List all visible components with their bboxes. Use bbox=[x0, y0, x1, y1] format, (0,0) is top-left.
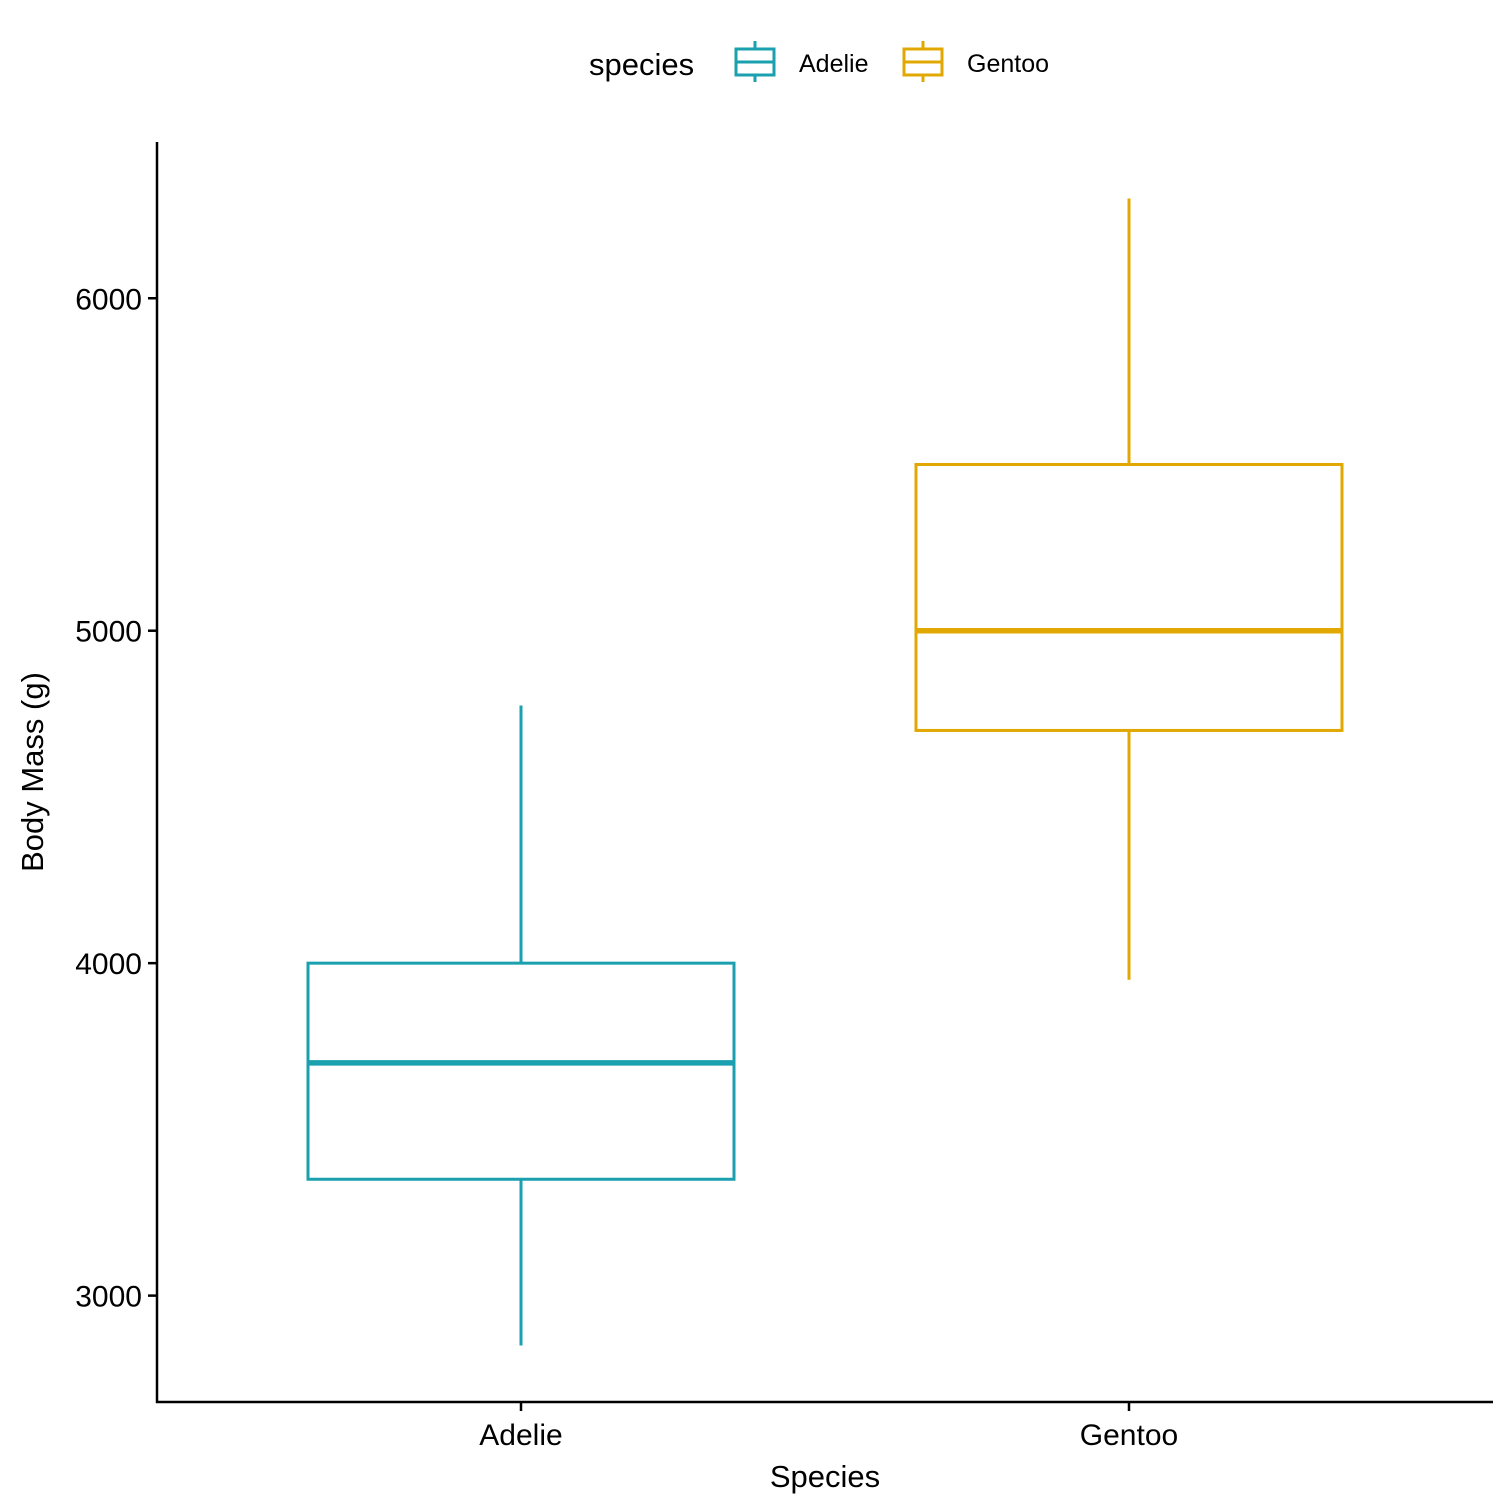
legend-label: Gentoo bbox=[967, 50, 1049, 78]
interquartile-box bbox=[306, 961, 736, 1181]
box-adelie bbox=[306, 705, 736, 1346]
y-tick-label: 6000 bbox=[75, 283, 142, 316]
x-axis-title: Species bbox=[770, 1459, 880, 1494]
box-gentoo bbox=[914, 198, 1344, 980]
interquartile-box bbox=[914, 462, 1344, 732]
legend-item-adelie: Adelie bbox=[734, 41, 869, 82]
y-tick-label: 4000 bbox=[75, 948, 142, 981]
legend-item-gentoo: Gentoo bbox=[902, 41, 1049, 82]
legend: species Adelie Gentoo bbox=[589, 41, 1049, 82]
legend-label: Adelie bbox=[799, 50, 869, 78]
x-tick-label-adelie: Adelie bbox=[479, 1419, 562, 1452]
x-tick-label-gentoo: Gentoo bbox=[1080, 1419, 1178, 1452]
y-tick-label: 5000 bbox=[75, 616, 142, 649]
plot-area bbox=[306, 198, 1344, 1346]
y-axis-title: Body Mass (g) bbox=[15, 672, 50, 872]
legend-title: species bbox=[589, 47, 694, 82]
axes: 3000 4000 5000 6000 Adelie Gentoo Species Bo… bbox=[15, 142, 1493, 1494]
y-tick-label: 3000 bbox=[75, 1281, 142, 1314]
